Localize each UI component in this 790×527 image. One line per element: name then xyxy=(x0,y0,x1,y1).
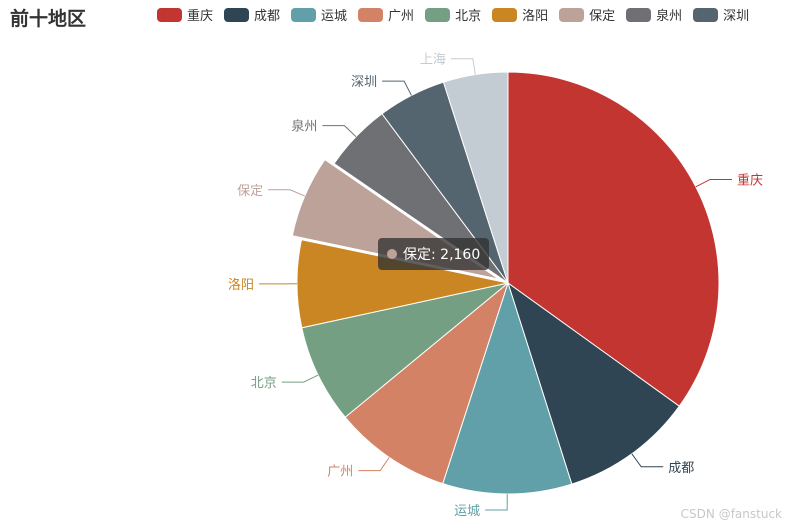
legend-swatch xyxy=(626,7,652,22)
slice-label: 洛阳 xyxy=(228,278,254,293)
watermark: CSDN @fanstuck xyxy=(680,507,782,521)
label-leader-line xyxy=(485,493,508,511)
slice-label: 保定 xyxy=(237,184,263,199)
pie-slice[interactable] xyxy=(296,239,509,329)
legend-item[interactable]: 洛阳 xyxy=(492,5,548,24)
chart-tooltip: 保定: 2,160 xyxy=(378,238,490,270)
label-leader-line xyxy=(382,80,412,96)
legend-label: 运城 xyxy=(321,9,348,24)
legend-label: 深圳 xyxy=(723,9,750,24)
legend-item[interactable]: 保定 xyxy=(559,5,615,24)
legend-item[interactable]: 深圳 xyxy=(693,5,749,24)
legend-label: 泉州 xyxy=(656,9,683,24)
pie-slice[interactable] xyxy=(344,281,510,485)
label-leader-line xyxy=(450,58,476,75)
legend-swatch xyxy=(492,7,518,22)
legend-item[interactable]: 北京 xyxy=(425,5,481,24)
legend-item[interactable]: 广州 xyxy=(358,5,414,24)
slice-label: 上海 xyxy=(420,53,446,68)
chart-legend: 重庆 成都 运城 广州 北京 洛阳 保定 泉州 深圳 xyxy=(157,5,760,24)
label-leader-line xyxy=(268,189,305,197)
pie-slice[interactable] xyxy=(507,281,680,485)
legend-swatch xyxy=(224,7,250,22)
legend-label: 洛阳 xyxy=(522,9,549,24)
slice-label: 北京 xyxy=(251,376,277,391)
legend-swatch xyxy=(291,7,317,22)
legend-item[interactable]: 泉州 xyxy=(626,5,682,24)
legend-label: 广州 xyxy=(388,9,415,24)
slice-label: 广州 xyxy=(327,465,353,480)
label-leader-line xyxy=(631,453,664,468)
legend-label: 北京 xyxy=(455,9,482,24)
legend-label: 成都 xyxy=(254,9,281,24)
legend-item[interactable]: 运城 xyxy=(291,5,347,24)
slice-label: 运城 xyxy=(454,504,480,519)
legend-swatch xyxy=(358,7,384,22)
legend-item[interactable]: 成都 xyxy=(224,5,280,24)
legend-swatch xyxy=(693,7,719,22)
label-leader-line xyxy=(322,125,357,138)
slice-label: 泉州 xyxy=(291,119,317,135)
label-leader-line xyxy=(695,178,733,188)
legend-label: 重庆 xyxy=(187,9,214,24)
slice-label: 成都 xyxy=(668,461,694,476)
label-leader-line xyxy=(281,374,319,383)
label-leader-line xyxy=(358,457,390,472)
legend-label: 保定 xyxy=(589,9,616,24)
pie-slice[interactable] xyxy=(442,281,573,495)
pie-slice[interactable] xyxy=(507,71,720,407)
chart-title: 前十地区 xyxy=(10,8,87,30)
legend-item[interactable]: 重庆 xyxy=(157,5,213,24)
legend-swatch xyxy=(425,7,451,22)
legend-swatch xyxy=(559,7,585,22)
pie-slice[interactable] xyxy=(301,282,509,418)
slice-label: 深圳 xyxy=(351,75,377,90)
tooltip-color-dot xyxy=(387,249,397,259)
slice-label: 重庆 xyxy=(737,172,763,188)
legend-swatch xyxy=(157,7,182,22)
tooltip-label: 保定: 2,160 xyxy=(403,247,481,263)
